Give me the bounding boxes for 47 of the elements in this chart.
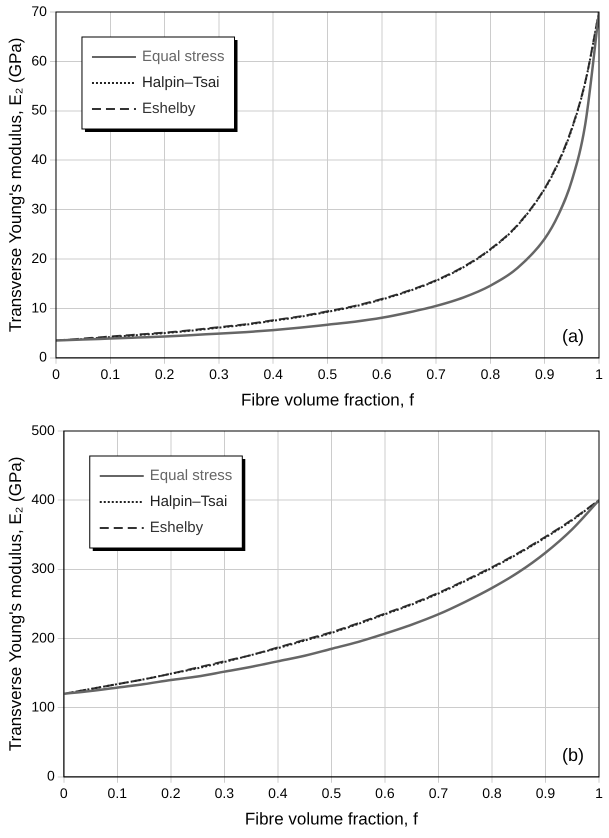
- legend-label: Halpin–Tsai: [150, 493, 228, 510]
- y-tick-label: 500: [31, 422, 55, 438]
- x-axis-title: Fibre volume fraction, f: [241, 390, 414, 410]
- x-tick-label: 0.2: [161, 785, 181, 802]
- x-axis-title: Fibre volume fraction, f: [244, 809, 418, 828]
- x-tick-label: 0.8: [480, 366, 500, 382]
- y-tick-label: 20: [31, 250, 48, 266]
- y-tick-label: 40: [31, 151, 48, 168]
- legend-label: Equal stress: [142, 48, 225, 66]
- y-tick-label: 70: [31, 2, 48, 19]
- x-tick-label: 0.7: [426, 366, 446, 382]
- y-tick-label: 0: [46, 768, 55, 784]
- y-tick-label: 200: [31, 629, 55, 646]
- annotation: (a): [562, 326, 584, 346]
- y-tick-label: 100: [31, 698, 55, 714]
- x-tick-label: 0.1: [108, 785, 128, 802]
- y-tick-label: 30: [31, 200, 48, 216]
- y-tick-label: 400: [31, 491, 55, 508]
- y-tick-label: 300: [31, 560, 55, 576]
- x-tick-label: 0.7: [428, 785, 448, 802]
- y-tick-label: 0: [39, 348, 48, 365]
- legend-label: Halpin–Tsai: [142, 74, 220, 92]
- y-axis-title: Transverse Young's modulus, E₂ (GPa): [6, 456, 25, 752]
- x-tick-label: 0.2: [154, 366, 175, 382]
- x-tick-label: 0.6: [372, 366, 392, 382]
- x-tick-label: 0.3: [209, 366, 229, 382]
- x-tick-label: 0.1: [100, 366, 120, 382]
- y-tick-label: 50: [31, 102, 48, 118]
- x-tick-label: 0: [60, 785, 68, 802]
- legend-label: Equal stress: [150, 467, 232, 484]
- x-tick-label: 0.5: [318, 366, 338, 382]
- x-tick-label: 0.4: [263, 366, 284, 382]
- y-tick-label: 10: [31, 299, 48, 316]
- x-tick-label: 0.9: [534, 366, 555, 382]
- legend-label: Eshelby: [150, 519, 204, 536]
- annotation: (b): [562, 744, 584, 765]
- y-tick-label: 60: [31, 52, 48, 68]
- legend-label: Eshelby: [142, 100, 196, 118]
- x-tick-label: 0.8: [482, 785, 502, 802]
- x-tick-label: 0.4: [268, 785, 288, 802]
- x-tick-label: 1: [595, 785, 604, 802]
- x-tick-label: 0.6: [375, 785, 395, 802]
- x-tick-label: 1: [595, 366, 604, 382]
- x-tick-label: 0.5: [322, 785, 342, 802]
- y-axis-title: Transverse Young's modulus, E₂ (GPa): [6, 38, 25, 332]
- x-tick-label: 0.9: [536, 785, 556, 802]
- x-tick-label: 0.3: [214, 785, 234, 802]
